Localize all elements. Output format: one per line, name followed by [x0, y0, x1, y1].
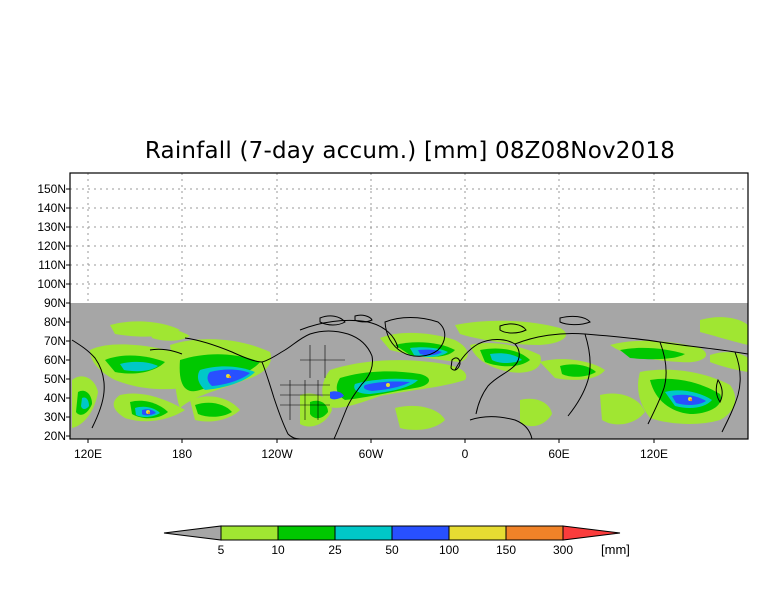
colorbar-unit: [mm]	[601, 542, 630, 557]
colorbar-bin-100-150	[448, 525, 507, 541]
lon-label-0: 0	[461, 447, 469, 461]
lon-label-180: 180	[171, 447, 193, 461]
lat-label-90n: 90N	[43, 296, 66, 310]
lat-ticks	[66, 188, 70, 437]
colorbar-low-arrow	[163, 525, 222, 541]
lat-label-130n: 130N	[37, 220, 66, 234]
colorbar-label-300: 300	[552, 543, 574, 557]
lat-label-70n: 70N	[43, 334, 66, 348]
lat-label-80n: 80N	[43, 315, 66, 329]
colorbar-bin-10-25	[277, 525, 336, 541]
lon-label-60w: 60W	[358, 447, 384, 461]
lon-label-120w: 120W	[261, 447, 293, 461]
lat-label-40n: 40N	[43, 391, 66, 405]
lat-label-120n: 120N	[37, 239, 66, 253]
map-frame	[69, 172, 749, 440]
lat-label-60n: 60N	[43, 353, 66, 367]
colorbar-bin-25-50	[334, 525, 393, 541]
lon-label-120e-left: 120E	[73, 447, 103, 461]
lat-label-140n: 140N	[37, 201, 66, 215]
lat-label-50n: 50N	[43, 372, 66, 386]
colorbar-label-5: 5	[217, 543, 225, 557]
colorbar-label-10: 10	[271, 543, 285, 557]
lon-ticks	[87, 439, 655, 443]
colorbar-label-50: 50	[385, 543, 399, 557]
lat-label-150n: 150N	[37, 182, 66, 196]
colorbar-label-150: 150	[495, 543, 517, 557]
grid-lines	[70, 173, 748, 303]
colorbar-high-arrow	[562, 525, 621, 541]
lat-label-110n: 110N	[38, 258, 66, 272]
lon-label-120e-right: 120E	[639, 447, 669, 461]
coastlines	[71, 314, 748, 439]
colorbar-label-25: 25	[328, 543, 342, 557]
precipitation-field	[72, 317, 748, 430]
colorbar	[163, 525, 621, 541]
lon-label-60e: 60E	[548, 447, 570, 461]
lat-label-30n: 30N	[43, 410, 66, 424]
chart-title: Rainfall (7-day accum.) [mm] 08Z08Nov201…	[144, 138, 676, 164]
colorbar-label-100: 100	[438, 543, 460, 557]
colorbar-bin-50-100	[391, 525, 450, 541]
lat-label-20n: 20N	[43, 429, 66, 443]
lat-label-100n: 100N	[37, 277, 66, 291]
colorbar-bin-150-300	[505, 525, 564, 541]
colorbar-bin-5-10	[220, 525, 279, 541]
